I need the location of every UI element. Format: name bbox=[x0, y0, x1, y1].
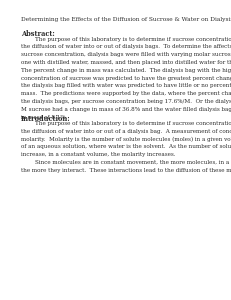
Text: Introduction:: Introduction: bbox=[21, 115, 70, 123]
Text: molarity.  Molarity is the number of solute molecules (moles) in a given volume : molarity. Molarity is the number of solu… bbox=[21, 136, 231, 142]
Text: The purpose of this laboratory is to determine if sucrose concentration will aff: The purpose of this laboratory is to det… bbox=[21, 121, 231, 126]
Text: M sucrose had a change in mass of 36.8% and the water filled dialysis bag had a : M sucrose had a change in mass of 36.8% … bbox=[21, 107, 231, 112]
Text: Determining the Effects of the Diffusion of Sucrose & Water on Dialysis Bags: Determining the Effects of the Diffusion… bbox=[21, 16, 231, 22]
Text: The purpose of this laboratory is to determine if sucrose concentration will aff: The purpose of this laboratory is to det… bbox=[21, 37, 231, 42]
Text: one with distilled water, massed, and then placed into distilled water for thirt: one with distilled water, massed, and th… bbox=[21, 60, 231, 65]
Text: the dialysis bag filled with water was predicted to have little or no percent ch: the dialysis bag filled with water was p… bbox=[21, 83, 231, 88]
Text: increase, in a constant volume, the molarity increases.: increase, in a constant volume, the mola… bbox=[21, 152, 175, 157]
Text: Since molecules are in constant movement, the more molecules, in a given space,: Since molecules are in constant movement… bbox=[21, 160, 231, 165]
Text: Abstract:: Abstract: bbox=[21, 30, 55, 38]
Text: the more they interact.  These interactions lead to the diffusion of these molec: the more they interact. These interactio… bbox=[21, 168, 231, 173]
Text: the dialysis bags, per sucrose concentration being 17.6%/M.  Or the dialysis bag: the dialysis bags, per sucrose concentra… bbox=[21, 99, 231, 104]
Text: in mass of 8.1%.: in mass of 8.1%. bbox=[21, 115, 67, 120]
Text: The percent change in mass was calculated.  The dialysis bag with the highest mo: The percent change in mass was calculate… bbox=[21, 68, 231, 73]
Text: concentration of sucrose was predicted to have the greatest percent change in ma: concentration of sucrose was predicted t… bbox=[21, 76, 231, 81]
Text: of an aqueous solution, where water is the solvent.  As the number of solute mol: of an aqueous solution, where water is t… bbox=[21, 144, 231, 149]
Text: mass.  The predictions were supported by the data, where the percent change in m: mass. The predictions were supported by … bbox=[21, 91, 231, 96]
Text: sucrose concentration, dialysis bags were filled with varying molar sucrose solu: sucrose concentration, dialysis bags wer… bbox=[21, 52, 231, 57]
Text: the diffusion of water into or out of a dialysis bag.  A measurement of concentr: the diffusion of water into or out of a … bbox=[21, 129, 231, 134]
Text: the diffusion of water into or out of dialysis bags.  To determine the affects o: the diffusion of water into or out of di… bbox=[21, 44, 231, 50]
